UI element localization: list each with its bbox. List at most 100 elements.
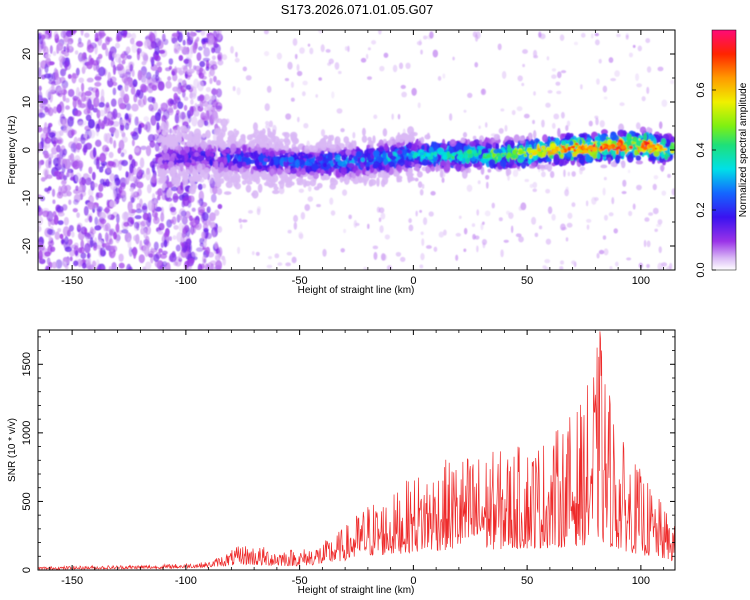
spectrogram-cell	[60, 30, 67, 39]
spectrogram-cell	[328, 148, 337, 153]
spectrogram-cell	[230, 143, 237, 153]
spectrogram-cell	[661, 138, 667, 146]
spectrogram-cell	[283, 132, 290, 139]
spectrogram-cell	[383, 138, 387, 144]
spectrogram-cell	[302, 80, 308, 86]
spectrogram-cell	[387, 161, 396, 168]
spectrogram-hotspot	[616, 142, 622, 147]
snr-x-tick-label: -100	[175, 575, 197, 587]
spectrogram-cell	[102, 144, 109, 153]
spectrogram-cell	[565, 237, 569, 242]
spectrogram-cell	[425, 165, 431, 174]
spectrogram-cell	[564, 189, 569, 197]
spectrogram-cell	[235, 130, 240, 136]
spectrogram-cell	[408, 152, 413, 160]
spectrogram-cell	[545, 238, 552, 245]
spectrogram-cell	[44, 136, 52, 144]
spectrogram-cell	[78, 77, 85, 83]
spectrogram-cell	[81, 52, 87, 61]
spectrogram-cell	[103, 224, 109, 232]
spectrogram-cell	[378, 30, 382, 35]
spectrogram-hotspot	[518, 151, 524, 155]
spectrogram-cell	[196, 199, 202, 206]
spectrogram-cell	[154, 206, 162, 212]
spectrogram-cell	[516, 106, 523, 112]
spectrogram-cell	[242, 66, 248, 72]
spectrogram-cell	[309, 171, 315, 176]
spectrogram-cell	[168, 106, 174, 114]
spectrogram-cell	[148, 31, 154, 41]
spectrogram-cell	[355, 170, 361, 177]
spectrogram-cell	[268, 183, 274, 188]
spectrogram-cell	[123, 30, 128, 38]
spectrogram-cell	[147, 200, 155, 212]
spectrogram-cell	[290, 167, 297, 175]
spectrogram-cell	[595, 117, 599, 126]
spectrogram-hotspot	[433, 151, 438, 155]
spectrogram-cell	[234, 57, 240, 63]
spectrogram-cell	[214, 254, 221, 261]
spectrogram-cell	[286, 251, 293, 256]
spectrogram-hotspot	[537, 147, 542, 152]
spectrogram-cell	[43, 73, 52, 79]
spectrogram-cell	[498, 127, 504, 134]
spectrogram-cell	[278, 180, 284, 185]
spectrogram-cell	[236, 87, 241, 96]
spectrogram-y-tick-label: -10	[21, 190, 33, 206]
spectrogram-cell	[71, 73, 79, 79]
spectrogram-y-tick-label: -20	[21, 238, 33, 254]
spectrogram-hotspot	[652, 146, 656, 152]
spectrogram-cell	[137, 69, 143, 81]
spectrogram-cell	[179, 149, 187, 156]
spectrogram-cell	[145, 145, 152, 157]
spectrogram-cell	[469, 141, 476, 148]
spectrogram-cell	[366, 76, 373, 80]
spectrogram-cell	[378, 217, 382, 223]
spectrogram-cell	[294, 159, 300, 169]
spectrogram-cell	[264, 103, 270, 112]
spectrogram-cell	[397, 134, 404, 139]
spectrogram-cell	[638, 135, 643, 139]
spectrogram-cell	[204, 263, 209, 270]
spectrogram-cell	[550, 136, 554, 141]
spectrogram-cell	[77, 41, 84, 48]
spectrogram-cell	[99, 109, 106, 117]
spectrogram-cell	[208, 71, 212, 78]
spectrogram-cell	[534, 232, 539, 238]
spectrogram-cell	[161, 130, 167, 136]
spectrogram-cell	[237, 246, 241, 255]
spectrogram-cell	[603, 248, 609, 256]
spectrogram-cell	[131, 132, 139, 141]
spectrogram-cell	[256, 134, 261, 144]
spectrogram-cell	[164, 231, 168, 236]
spectrogram-cell	[65, 97, 70, 103]
spectrogram-cell	[485, 143, 493, 149]
spectrogram-cell	[366, 144, 371, 149]
spectrogram-cell	[178, 222, 184, 232]
spectrogram-cell	[161, 250, 168, 255]
spectrogram-cell	[55, 259, 63, 269]
spectrogram-cell	[217, 59, 224, 66]
spectrogram-cell	[162, 38, 169, 46]
spectrogram-cell	[181, 216, 188, 225]
spectrogram-cell	[625, 34, 629, 40]
spectrogram-cell	[47, 186, 52, 191]
spectrogram-cell	[407, 126, 415, 135]
spectrogram-cell	[38, 250, 43, 261]
spectrogram-cell	[460, 137, 466, 144]
spectrogram-cell	[207, 251, 215, 258]
spectrogram-cell	[142, 243, 150, 255]
spectrogram-cell	[221, 125, 228, 133]
spectrogram-cell	[329, 159, 334, 167]
spectrogram-cell	[290, 81, 294, 88]
spectrogram-cell	[213, 75, 217, 83]
spectrogram-cell	[506, 168, 512, 176]
spectrogram-cell	[156, 61, 163, 67]
spectrogram-cell	[143, 78, 150, 85]
spectrogram-cell	[216, 188, 223, 196]
spectrogram-cell	[112, 108, 118, 120]
spectrogram-cell	[329, 197, 334, 205]
spectrogram-cell	[161, 174, 167, 183]
spectrogram-cell	[512, 169, 519, 177]
spectrogram-cell	[557, 127, 561, 138]
